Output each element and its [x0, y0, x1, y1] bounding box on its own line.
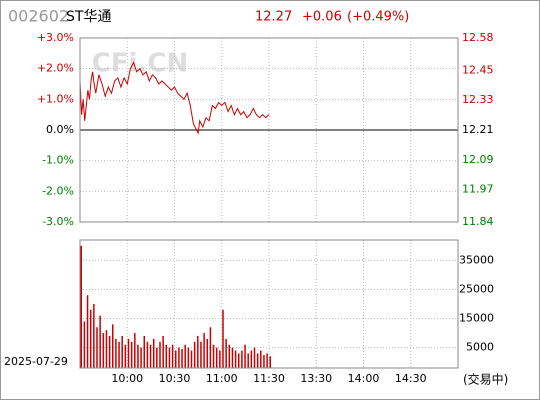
y-tick-label: 5000 — [466, 341, 494, 354]
stock-name: ST华通 — [66, 9, 111, 25]
volume-bar — [181, 349, 183, 368]
y-tick-label: 15000 — [459, 312, 494, 325]
x-tick-label: 13:30 — [300, 372, 332, 385]
volume-bar — [241, 350, 243, 368]
price: 12.27 — [255, 10, 292, 25]
volume-bar — [140, 347, 142, 368]
y2-tick-label: 12.45 — [462, 63, 494, 76]
volume-bar — [121, 336, 123, 368]
volume-bar — [222, 309, 224, 368]
volume-bar — [203, 333, 205, 368]
volume-bar — [263, 354, 265, 368]
x-tick-label: 10:30 — [159, 372, 191, 385]
volume-bar — [102, 333, 105, 368]
volume-bar — [105, 330, 108, 368]
volume-bar — [162, 336, 164, 368]
volume-bar — [253, 347, 256, 368]
volume-bar — [165, 344, 168, 368]
volume-bar — [89, 309, 92, 368]
volume-bar — [112, 324, 114, 368]
volume-bar — [99, 315, 101, 368]
y-tick-label: 0.0% — [46, 123, 74, 136]
volume-bar — [86, 295, 89, 368]
volume-bar — [238, 353, 240, 368]
y2-tick-label: 12.21 — [462, 123, 494, 136]
plot-border — [79, 239, 459, 369]
volume-bar — [80, 245, 82, 368]
y-tick-label: -1.0% — [42, 154, 74, 167]
volume-bar — [93, 304, 95, 368]
volume-bar — [234, 350, 237, 368]
volume-bar — [130, 341, 133, 368]
y-tick-label: +3.0% — [37, 31, 74, 44]
watermark: CFi.CN — [92, 49, 188, 79]
change-pct: (+0.49%) — [347, 10, 409, 25]
volume-bar — [190, 350, 193, 368]
volume-bar — [108, 336, 111, 368]
y-tick-label: 25000 — [459, 282, 494, 295]
volume-bar — [171, 344, 174, 368]
volume-bar — [219, 350, 221, 368]
y-tick-label: 35000 — [459, 253, 494, 266]
volume-bar — [200, 341, 202, 368]
y2-tick-label: 11.84 — [462, 215, 494, 228]
volume-bar — [256, 353, 259, 368]
y2-tick-label: 12.09 — [462, 153, 494, 166]
y2-tick-label: 11.97 — [462, 183, 494, 196]
volume-bar — [96, 327, 98, 368]
volume-bar — [146, 341, 149, 368]
y-tick-label: -3.0% — [42, 215, 74, 228]
volume-bar — [212, 344, 215, 368]
x-tick-label: 10:00 — [111, 372, 143, 385]
change: +0.06 — [302, 10, 342, 25]
volume-bar — [115, 338, 117, 368]
volume-bar — [118, 341, 120, 368]
volume-bar — [124, 344, 127, 368]
volume-bar — [187, 347, 190, 368]
status: (交易中) — [463, 372, 508, 387]
volume-bar — [83, 321, 86, 368]
volume-bar — [193, 341, 196, 368]
volume-bar — [159, 341, 161, 368]
x-tick-label: 11:30 — [253, 372, 285, 385]
volume-bar — [197, 336, 199, 368]
volume-bar — [269, 356, 271, 368]
volume-bar — [225, 338, 227, 368]
y2-tick-label: 12.58 — [462, 31, 494, 44]
volume-bar — [143, 336, 145, 368]
plot-border — [79, 37, 459, 223]
volume-bar — [149, 344, 152, 368]
volume-bar — [184, 344, 186, 368]
volume-bar — [209, 327, 212, 368]
volume-bar — [206, 338, 208, 368]
volume-bar — [228, 344, 231, 368]
x-tick-label: 11:00 — [206, 372, 238, 385]
y-tick-label: +1.0% — [37, 92, 74, 105]
stock-code: 002602 — [8, 7, 69, 26]
price-line — [79, 61, 270, 135]
date: 2025-07-29 — [4, 355, 68, 368]
volume-bar — [244, 344, 246, 368]
volume-bar — [247, 353, 249, 368]
volume-bar — [152, 338, 155, 368]
volume-bar — [266, 353, 268, 368]
volume-bar — [134, 333, 136, 368]
y2-tick-label: 12.33 — [462, 93, 494, 106]
x-tick-label: 14:00 — [348, 372, 380, 385]
volume-bar — [175, 350, 177, 368]
volume-bar — [215, 347, 218, 368]
volume-bar — [260, 350, 262, 368]
volume-bar — [168, 347, 171, 368]
volume-bar — [250, 350, 253, 368]
volume-bar — [127, 338, 130, 368]
x-tick-label: 14:30 — [395, 372, 427, 385]
volume-bar — [231, 347, 234, 368]
volume-bar — [137, 344, 139, 368]
volume-bar — [156, 347, 158, 368]
y-tick-label: -2.0% — [42, 184, 74, 197]
y-tick-label: +2.0% — [37, 62, 74, 75]
volume-bar — [178, 347, 180, 368]
